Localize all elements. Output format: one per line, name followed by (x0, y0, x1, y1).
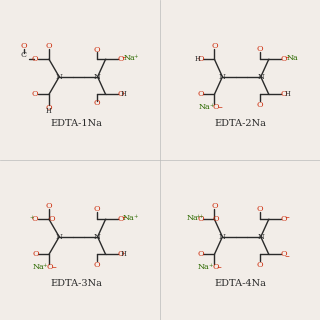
Text: EDTA-3Na: EDTA-3Na (51, 279, 103, 288)
Text: +: + (208, 263, 213, 268)
Text: O: O (280, 215, 287, 223)
Text: H: H (46, 108, 52, 116)
Text: ++: ++ (195, 214, 204, 219)
Text: N: N (219, 233, 226, 241)
Text: Na: Na (33, 263, 44, 271)
Text: O: O (32, 91, 38, 99)
Text: O: O (280, 250, 287, 259)
Text: +: + (133, 213, 138, 219)
Text: N: N (257, 233, 264, 241)
Text: O: O (211, 202, 218, 210)
Text: +: + (133, 53, 138, 59)
Text: H: H (121, 250, 127, 259)
Text: O: O (117, 250, 124, 259)
Text: O: O (117, 215, 124, 223)
Text: −: − (284, 215, 290, 220)
Text: O: O (32, 250, 39, 259)
Text: O: O (257, 101, 263, 109)
Text: +: + (43, 263, 47, 268)
Text: O: O (46, 202, 52, 210)
Text: −: − (51, 265, 56, 270)
Text: O: O (280, 91, 287, 99)
Text: N: N (94, 73, 101, 81)
Text: Na: Na (199, 103, 211, 111)
Text: −: − (121, 215, 126, 220)
Text: O: O (280, 55, 287, 63)
Text: O: O (93, 205, 100, 213)
Text: O: O (93, 100, 100, 108)
Text: N: N (56, 73, 63, 81)
Text: Na: Na (198, 263, 210, 271)
Text: O: O (117, 91, 124, 99)
Text: O: O (257, 205, 263, 213)
Text: H: H (195, 55, 200, 63)
Text: −: − (284, 254, 290, 259)
Text: Na: Na (286, 54, 298, 62)
Text: −: − (122, 55, 127, 60)
Text: O: O (47, 263, 53, 271)
Text: O: O (93, 46, 100, 54)
Text: O: O (198, 250, 204, 259)
Text: C: C (21, 51, 27, 60)
Text: −: − (284, 55, 290, 60)
Text: N: N (56, 233, 63, 241)
Text: O: O (46, 42, 52, 50)
Text: O: O (32, 215, 38, 223)
Text: O: O (211, 42, 218, 50)
Text: +: + (29, 215, 34, 220)
Text: EDTA-4Na: EDTA-4Na (214, 279, 266, 288)
Text: EDTA-2Na: EDTA-2Na (214, 119, 266, 128)
Text: O: O (21, 42, 27, 50)
Text: Na: Na (124, 54, 135, 62)
Text: H: H (121, 91, 127, 99)
Text: +: + (209, 103, 214, 108)
Text: −: − (217, 265, 222, 270)
Text: Na: Na (187, 214, 198, 222)
Text: O: O (198, 55, 204, 63)
Text: −: − (217, 105, 222, 110)
Text: EDTA-1Na: EDTA-1Na (51, 119, 103, 128)
Text: O: O (117, 55, 124, 63)
Text: O: O (198, 91, 204, 99)
Text: N: N (219, 73, 226, 81)
Text: N: N (94, 233, 101, 241)
Text: Na: Na (123, 214, 135, 222)
Text: O: O (213, 215, 219, 223)
Text: O: O (213, 103, 219, 111)
Text: O: O (93, 260, 100, 269)
Text: O: O (257, 45, 263, 53)
Text: O: O (49, 215, 55, 223)
Text: H: H (284, 91, 290, 99)
Text: O: O (198, 215, 204, 223)
Text: O: O (212, 263, 219, 271)
Text: O: O (32, 55, 38, 63)
Text: O: O (46, 104, 52, 112)
Text: N: N (257, 73, 264, 81)
Text: O: O (257, 260, 263, 269)
